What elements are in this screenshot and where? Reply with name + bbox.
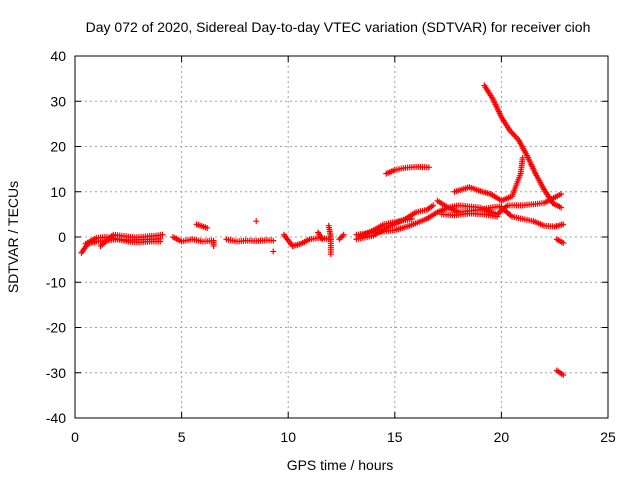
data-point [253,218,260,225]
y-tick-label: -30 [46,365,66,381]
data-point [560,221,567,228]
y-tick-label: -40 [46,410,66,426]
series-mid-2 [193,221,211,231]
y-tick-label: 0 [58,229,66,245]
chart-title: Day 072 of 2020, Sidereal Day-to-day VTE… [86,19,591,35]
series-mid-9 [336,231,347,243]
series-mid-1 [170,234,217,250]
series-outlier [553,367,567,379]
series-peak-descent [481,82,565,211]
x-axis-label: GPS time / hours [287,457,394,473]
data-point [157,238,164,245]
data-point [270,237,277,244]
y-tick-label: 20 [50,139,66,155]
data-points [78,82,567,379]
y-tick-label: 10 [50,184,66,200]
series-mid-7 [315,229,326,243]
data-point [560,372,567,379]
x-tick-label: 20 [494,429,510,445]
y-tick-label: 30 [50,93,66,109]
data-point [558,204,565,211]
ticks: 0 5 10 15 20 25 -40 -30 -20 -10 0 10 20 30 40 [46,48,616,445]
y-tick-label: 40 [50,48,66,64]
series-end-slope [498,204,567,230]
series-mid-4 [253,218,260,225]
data-point [430,202,437,209]
data-point [204,224,211,231]
y-axis-label: SDTVAR / TECUs [5,181,21,293]
series-rise-3 [355,215,415,240]
series-hump [383,163,432,177]
series-end-small [553,236,567,246]
data-point [319,236,326,243]
x-tick-label: 15 [387,429,403,445]
data-point [327,251,334,258]
x-tick-label: 5 [178,429,186,445]
series-mid-8 [325,222,334,258]
data-point [270,248,277,255]
data-point [494,213,501,220]
data-point [519,154,526,161]
x-tick-label: 10 [280,429,296,445]
data-point [159,231,166,238]
data-point [408,215,415,222]
data-point [210,243,217,250]
x-tick-label: 0 [71,429,79,445]
data-point [425,164,432,171]
data-point [558,191,565,198]
y-tick-label: -10 [46,274,66,290]
series-early-3 [97,231,166,250]
data-point [340,231,347,238]
x-tick-label: 25 [600,429,616,445]
y-tick-label: -20 [46,320,66,336]
series-mid-3 [223,236,277,245]
series-block-2 [438,210,501,220]
data-point [560,239,567,246]
series-block-3 [451,154,526,204]
series-mid-5 [270,248,277,255]
